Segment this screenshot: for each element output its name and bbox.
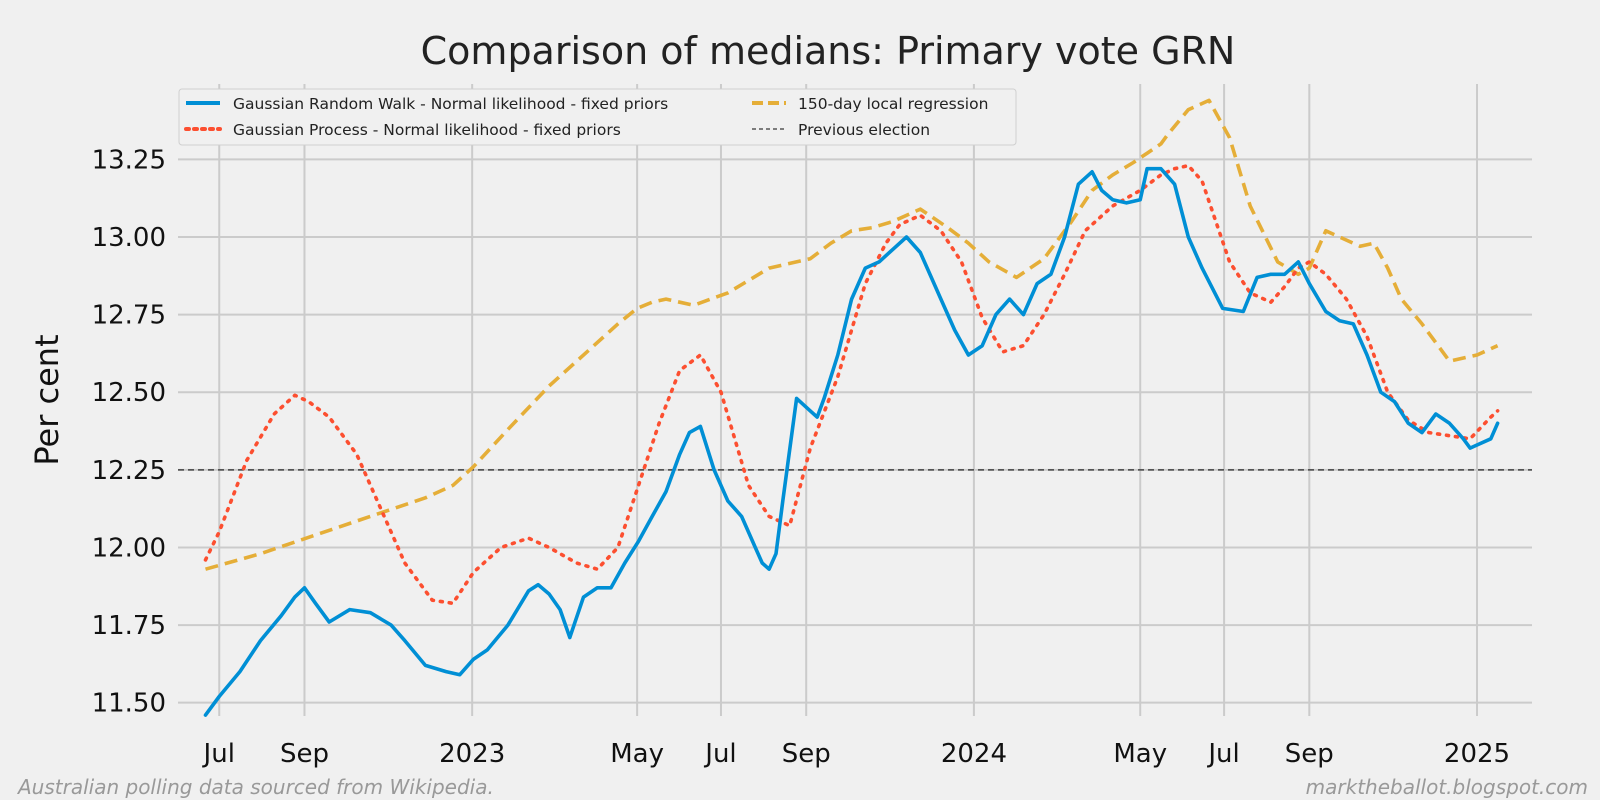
series-line-150-day-local-regression — [205, 98, 1499, 571]
legend-label-previous-election: Previous election — [798, 121, 930, 139]
footnote-source: Australian polling data sourced from Wik… — [16, 775, 494, 799]
x-tick-label: Jul — [703, 739, 736, 769]
x-tick-label: Jul — [1206, 739, 1239, 769]
x-tick-label: 2025 — [1444, 739, 1510, 769]
legend-label-grw: Gaussian Random Walk - Normal likelihood… — [233, 95, 668, 113]
x-tick-label: 2023 — [439, 739, 505, 769]
series-line-gaussian-process — [203, 163, 1500, 606]
x-tick-label: Sep — [782, 739, 831, 769]
y-tick-label: 13.00 — [92, 223, 166, 253]
footnote-site: marktheballot.blogspot.com — [1306, 775, 1588, 799]
x-axis-ticks: Jul Sep 2023 May Jul Sep 2024 May Jul Sep 2025 — [202, 739, 1511, 769]
y-axis-label: Per cent — [28, 334, 66, 465]
legend-label-loess: 150-day local regression — [798, 95, 988, 113]
y-tick-label: 12.00 — [92, 533, 166, 563]
y-tick-label: 12.50 — [92, 378, 166, 408]
legend-label-gp: Gaussian Process - Normal likelihood - f… — [233, 121, 621, 139]
x-tick-label: May — [1113, 739, 1167, 769]
y-tick-label: 12.25 — [92, 456, 166, 486]
series-group — [203, 98, 1500, 717]
x-tick-label: Sep — [280, 739, 329, 769]
x-tick-label: Jul — [202, 739, 235, 769]
y-axis-ticks: 11.50 11.75 12.00 12.25 12.50 12.75 13.00 13.25 — [92, 145, 166, 718]
chart-title: Comparison of medians: Primary vote GRN — [421, 29, 1236, 73]
y-tick-label: 11.50 — [92, 689, 166, 719]
legend: Gaussian Random Walk - Normal likelihood… — [178, 88, 1017, 146]
y-tick-label: 12.75 — [92, 301, 166, 331]
x-tick-label: Sep — [1285, 739, 1334, 769]
y-tick-label: 13.25 — [92, 145, 166, 175]
series-line-gaussian-random-walk — [203, 166, 1500, 717]
x-tick-label: May — [610, 739, 664, 769]
x-tick-label: 2024 — [941, 739, 1007, 769]
y-tick-label: 11.75 — [92, 611, 166, 641]
legend-frame — [178, 88, 1017, 146]
